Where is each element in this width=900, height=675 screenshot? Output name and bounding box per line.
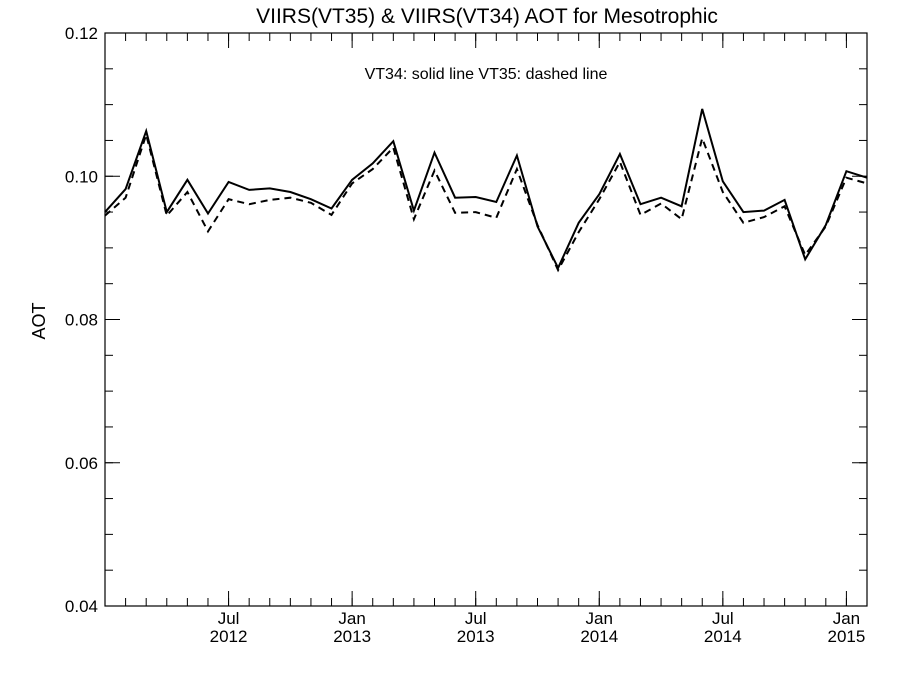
- x-tick-year-label: 2015: [827, 627, 865, 646]
- series-lines: [104, 108, 868, 273]
- y-tick-label: 0.04: [65, 597, 98, 616]
- x-tick-month-label: Jul: [465, 609, 487, 628]
- x-tick-month-label: Jan: [586, 609, 613, 628]
- y-axis-label: AOT: [29, 302, 49, 339]
- y-tick-label: 0.08: [65, 311, 98, 330]
- axis-ticks: 0.040.060.080.100.12Jul2012Jan2013Jul201…: [65, 24, 868, 646]
- chart-annotation: VT34: solid line VT35: dashed line: [365, 66, 608, 83]
- series-vt34-solid-line: [104, 108, 868, 271]
- series-vt35-dashed-line: [104, 131, 868, 273]
- x-tick-year-label: 2012: [210, 627, 248, 646]
- y-tick-label: 0.10: [65, 167, 98, 186]
- chart-title: VIIRS(VT35) & VIIRS(VT34) AOT for Mesotr…: [256, 5, 718, 28]
- x-tick-month-label: Jul: [218, 609, 240, 628]
- y-tick-label: 0.06: [65, 454, 98, 473]
- x-tick-year-label: 2013: [333, 627, 371, 646]
- plot-area-frame: [104, 32, 868, 607]
- x-tick-year-label: 2014: [704, 627, 742, 646]
- x-tick-year-label: 2014: [580, 627, 618, 646]
- x-tick-month-label: Jan: [338, 609, 365, 628]
- y-tick-label: 0.12: [65, 24, 98, 43]
- x-tick-month-label: Jul: [712, 609, 734, 628]
- x-tick-year-label: 2013: [457, 627, 495, 646]
- x-tick-month-label: Jan: [833, 609, 860, 628]
